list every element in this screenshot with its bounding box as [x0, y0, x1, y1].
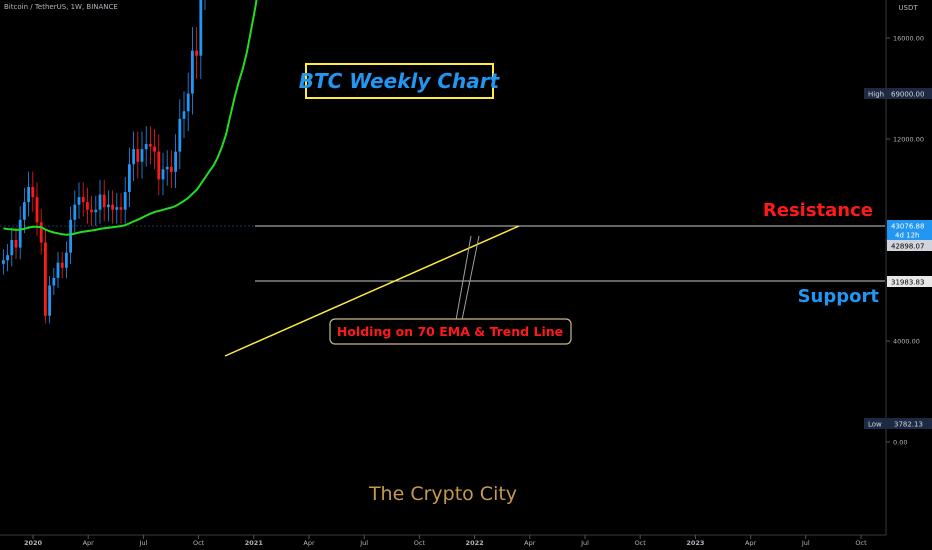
last-price-tag [887, 220, 932, 240]
x-tick-label: 2023 [686, 539, 704, 547]
high-tag-label: High [868, 91, 884, 99]
candle-body [77, 197, 81, 205]
candle-body [10, 240, 14, 256]
candle-body [6, 255, 9, 261]
candle-body [102, 194, 106, 208]
x-tick-label: 2020 [24, 539, 43, 547]
x-tick-label: Apr [524, 539, 536, 547]
candle-body [60, 262, 64, 268]
candle-body [81, 197, 85, 203]
candle-body [52, 277, 56, 286]
candle-body [153, 146, 156, 152]
candle-body [73, 204, 77, 220]
support-tag [887, 276, 932, 287]
candle-body [98, 194, 102, 210]
candle-body [140, 149, 144, 162]
x-tick-label: Apr [303, 539, 315, 547]
candle-body [39, 222, 43, 243]
x-tick-label: Oct [193, 539, 205, 547]
low-tag-value: 3782.13 [894, 421, 923, 429]
y-tick-label: 16000.00 [893, 35, 924, 43]
candle-body [182, 111, 186, 119]
candle-body [35, 197, 39, 223]
last-price-value: 43076.88 [891, 223, 924, 231]
candle-body [199, 0, 203, 56]
chart-header: Bitcoin / TetherUS, 1W, BINANCE [4, 3, 118, 11]
title-box [305, 63, 494, 99]
callout-box [329, 318, 572, 345]
candle-body [128, 164, 131, 193]
resistance-label: Resistance [763, 200, 873, 221]
low-tag [864, 418, 932, 429]
ema-tag [887, 240, 932, 251]
candle-body [186, 93, 190, 112]
time-axis[interactable]: 2020 Apr Jul Oct 2021 Apr Jul Oct 2022 Apr Jul Oct 2… [24, 535, 867, 547]
x-tick-label: Oct [855, 539, 867, 547]
candle-body [144, 144, 148, 150]
low-tag-label: Low [868, 421, 882, 429]
candle-body [149, 144, 152, 147]
candle-body [107, 204, 110, 208]
x-tick-label: Jul [138, 539, 147, 547]
high-tag-value: 69000.00 [891, 91, 924, 99]
candle-body [115, 207, 119, 210]
support-tag-value: 31983.83 [891, 279, 924, 287]
candle-body [90, 209, 93, 213]
watermark: The Crypto City [368, 483, 517, 505]
x-tick-label: Apr [83, 539, 95, 547]
candle-body [48, 285, 51, 316]
candle-body [161, 169, 165, 180]
candle-body [65, 252, 68, 268]
candle-body [123, 192, 127, 210]
candle-body [56, 262, 60, 278]
candle-body [44, 242, 47, 316]
candle-body [136, 149, 140, 162]
candle-body [170, 166, 173, 172]
candle-body [18, 219, 22, 248]
x-tick-label: Jul [801, 539, 810, 547]
y-tick-label: 0.00 [893, 439, 907, 447]
candle-body [14, 240, 18, 248]
candle-body [178, 118, 182, 152]
ema-tag-value: 42898.07 [891, 243, 924, 251]
candle-body [23, 202, 26, 220]
candle-body [27, 186, 30, 203]
currency-label: USDT [898, 4, 918, 12]
ema-70-line[interactable] [3, 0, 478, 236]
high-tag [864, 88, 932, 99]
callout-text: Holding on 70 EMA & Trend Line [337, 324, 563, 339]
candle-body [174, 151, 177, 172]
chart-title: BTC Weekly Chart [299, 69, 501, 93]
x-tick-label: Oct [635, 539, 647, 547]
x-tick-label: Jul [359, 539, 368, 547]
candle-body [165, 166, 169, 170]
candle-body [157, 151, 161, 180]
x-tick-label: Oct [414, 539, 426, 547]
y-tick-label: 12000.00 [893, 136, 924, 144]
countdown: 4d 12h [895, 232, 919, 240]
trend-line[interactable] [224, 225, 520, 357]
x-tick-label: Jul [580, 539, 589, 547]
x-tick-label: 2021 [245, 539, 264, 547]
y-tick-label: 4000.00 [893, 338, 920, 346]
candle-body [2, 260, 5, 264]
candle-body [31, 186, 35, 198]
candle-body [94, 209, 98, 213]
candle-body [195, 50, 198, 56]
candle-body [119, 207, 123, 210]
candle-body [69, 219, 72, 253]
support-label: Support [798, 286, 880, 307]
candle-body [132, 149, 135, 165]
candle-body [86, 202, 89, 210]
candle-body [111, 204, 114, 210]
candle-body [191, 50, 194, 94]
symbol-label: Bitcoin / TetherUS, 1W, BINANCE [4, 3, 118, 11]
x-tick-label: Apr [745, 539, 757, 547]
callout-pointer [455, 235, 472, 321]
x-tick-label: 2022 [466, 539, 484, 547]
